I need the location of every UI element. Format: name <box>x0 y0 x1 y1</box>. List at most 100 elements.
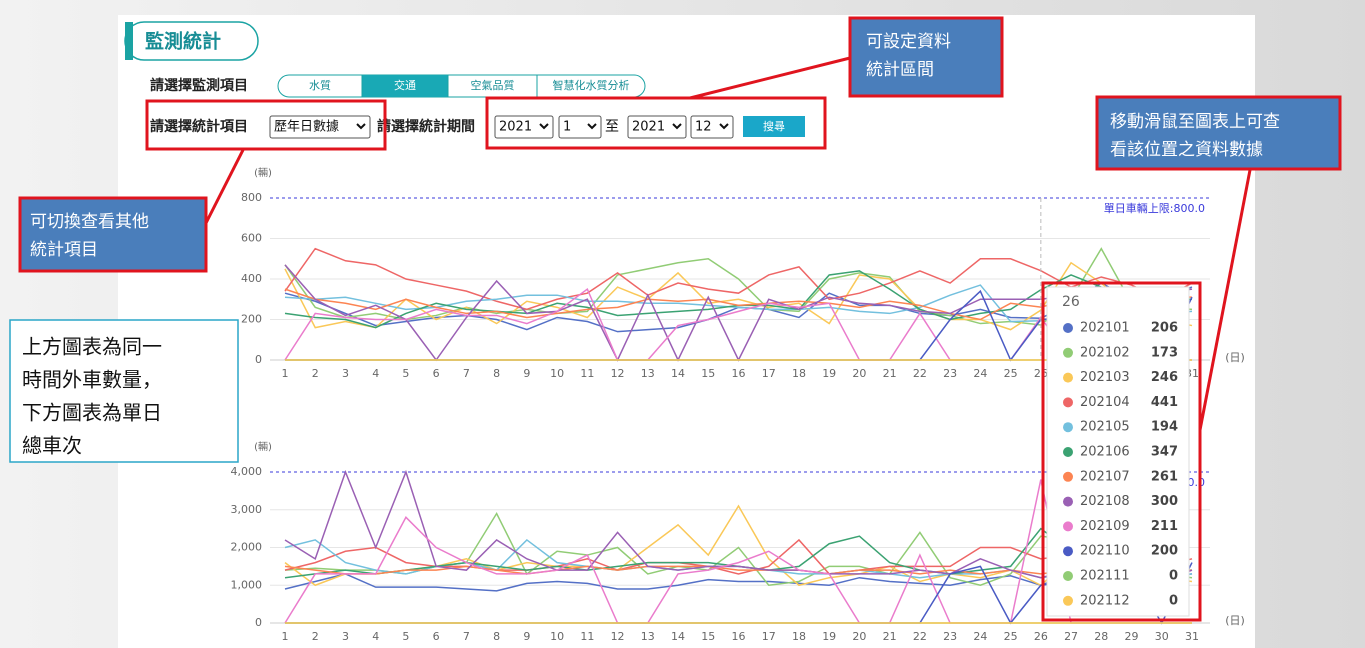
tab[interactable]: 交通 <box>394 78 416 92</box>
tooltip-value: 300 <box>1151 494 1178 509</box>
x-tick-label: 17 <box>762 367 776 380</box>
tooltip-value: 0 <box>1169 593 1178 608</box>
tooltip-dot <box>1063 546 1073 557</box>
y-tick-label: 0 <box>255 353 262 366</box>
tooltip-value: 0 <box>1169 569 1178 584</box>
select[interactable] <box>269 115 371 139</box>
select[interactable] <box>627 115 687 139</box>
limit-label: 單日車輛上限:800.0 <box>1104 201 1205 215</box>
tooltip-dot <box>1063 447 1073 457</box>
x-tick-label: 5 <box>402 367 409 380</box>
x-tick-label: 24 <box>973 367 987 380</box>
series-line <box>284 288 1193 321</box>
to-text: 至 <box>605 119 619 135</box>
select-arrow <box>672 123 682 130</box>
tooltip-value: 211 <box>1151 519 1178 534</box>
annotation-text: 下方圖表為單日 <box>22 401 162 425</box>
pointer-line <box>203 149 245 226</box>
y-unit: (輛) <box>254 440 272 453</box>
tooltip-name: 202102 <box>1080 345 1130 360</box>
tooltip-dot <box>1063 521 1073 532</box>
x-tick-label: 28 <box>1094 630 1108 643</box>
x-tick-label: 31 <box>1185 630 1199 643</box>
panel-title: 監測統計 <box>145 30 221 53</box>
x-tick-label: 4 <box>372 630 379 643</box>
form-label: 請選擇統計項目 <box>150 118 248 135</box>
tab[interactable]: 空氣品質 <box>471 78 515 92</box>
select-arrow <box>356 123 366 130</box>
x-tick-label: 21 <box>883 630 897 643</box>
pointer-line <box>689 56 851 100</box>
highlight-box <box>145 99 387 151</box>
select-value: 2021 <box>499 120 532 135</box>
x-tick-label: 19 <box>822 367 836 380</box>
x-tick-label: 8 <box>493 630 500 643</box>
tooltip-dot <box>1063 347 1073 358</box>
annotation-text: 統計區間 <box>866 60 934 80</box>
x-tick-label: 7 <box>463 367 470 380</box>
annotation-text: 可設定資料 <box>866 32 951 52</box>
series-line <box>284 565 1193 575</box>
tooltip-title: 26 <box>1062 294 1080 310</box>
x-tick-label: 15 <box>701 630 715 643</box>
tooltip-value: 194 <box>1151 420 1178 435</box>
x-tick-label: 3 <box>342 630 349 643</box>
tab[interactable]: 智慧化水質分析 <box>553 78 630 92</box>
tooltip-name: 202107 <box>1080 469 1130 484</box>
select[interactable] <box>690 115 734 139</box>
x-tick-label: 23 <box>943 367 957 380</box>
x-tick-label: 5 <box>402 630 409 643</box>
tooltip-value: 261 <box>1151 469 1178 484</box>
y-tick-label: 600 <box>241 232 262 245</box>
annotation-box <box>1095 95 1342 171</box>
x-tick-label: 13 <box>641 367 655 380</box>
tooltip-name: 202106 <box>1080 445 1130 460</box>
highlight-box <box>1041 281 1202 622</box>
tooltip-value: 173 <box>1151 345 1178 360</box>
x-unit: (日) <box>1225 351 1245 364</box>
y-tick-label: 4,000 <box>231 465 263 478</box>
x-tick-label: 25 <box>1004 367 1018 380</box>
x-tick-label: 25 <box>1004 630 1018 643</box>
x-tick-label: 22 <box>913 367 927 380</box>
x-tick-label: 24 <box>973 630 987 643</box>
x-tick-label: 10 <box>550 367 564 380</box>
tooltip-name: 202109 <box>1080 519 1130 534</box>
x-tick-label: 11 <box>580 367 594 380</box>
x-tick-label: 19 <box>822 630 836 643</box>
tooltip-dot <box>1063 496 1073 507</box>
x-tick-label: 26 <box>1034 630 1048 643</box>
x-tick-label: 21 <box>883 367 897 380</box>
select-arrow <box>587 123 597 130</box>
tooltip-value: 347 <box>1151 445 1178 460</box>
x-tick-label: 26 <box>1034 367 1048 380</box>
x-tick-label: 11 <box>580 630 594 643</box>
select[interactable] <box>494 115 554 139</box>
select-value: 12 <box>695 120 712 135</box>
tooltip-value: 200 <box>1151 544 1178 559</box>
tooltip-value: 206 <box>1151 321 1178 336</box>
x-tick-label: 12 <box>611 630 625 643</box>
title-bar <box>125 22 133 60</box>
tooltip-dot <box>1063 397 1073 408</box>
tooltip-dot <box>1063 422 1073 433</box>
x-tick-label: 7 <box>463 630 470 643</box>
x-tick-label: 4 <box>372 367 379 380</box>
y-tick-label: 400 <box>241 272 262 285</box>
tooltip-name: 202105 <box>1080 420 1130 435</box>
tooltip-dot <box>1063 323 1073 333</box>
x-tick-label: 20 <box>852 367 866 380</box>
x-tick-label: 14 <box>671 630 685 643</box>
tab[interactable]: 水質 <box>309 78 331 92</box>
select-arrow <box>539 123 549 130</box>
annotation-text: 看該位置之資料數據 <box>1110 140 1263 160</box>
select[interactable] <box>558 115 602 139</box>
search-label: 搜尋 <box>763 119 785 133</box>
highlight-box <box>485 96 827 150</box>
search-button[interactable] <box>743 116 805 137</box>
x-tick-label: 18 <box>792 367 806 380</box>
form-label: 請選擇統計期間 <box>377 118 475 135</box>
